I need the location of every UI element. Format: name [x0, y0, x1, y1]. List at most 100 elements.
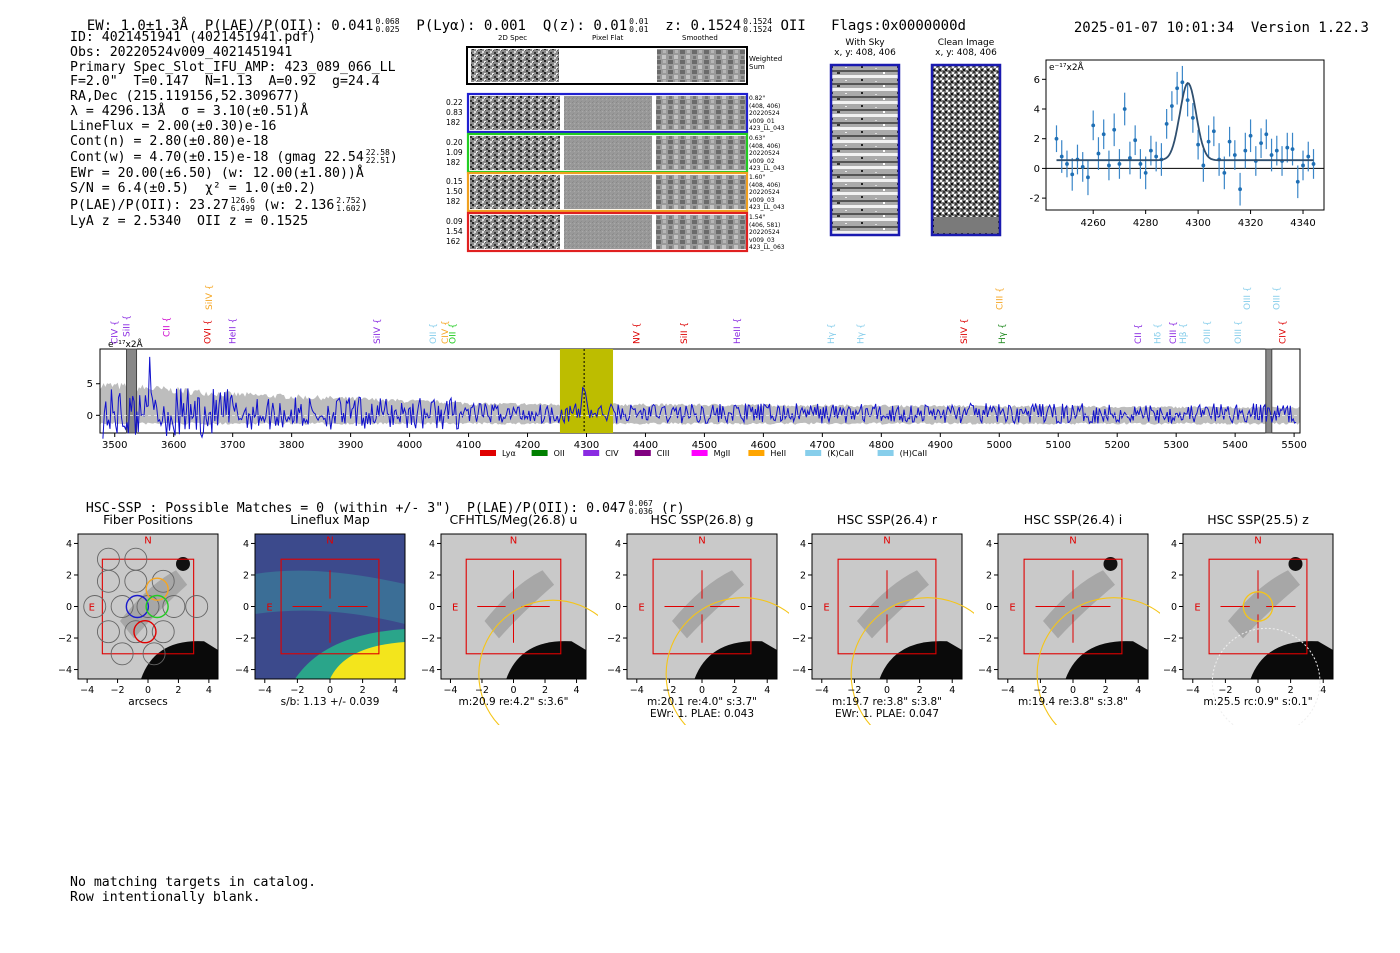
fiber-row-flat — [564, 136, 652, 170]
header-plya: P(Lyα): 0.001 — [416, 18, 526, 34]
zoom-data-point — [1122, 107, 1127, 111]
spectrum-legend-label: CIV — [605, 449, 619, 458]
cutout-xtick-label: 2 — [1288, 685, 1294, 696]
spectrum-line-marker: CIV { — [441, 320, 451, 344]
cutout-ellipse — [665, 597, 789, 725]
fiber-row-flat — [564, 175, 652, 209]
sky-images — [829, 63, 1002, 237]
zoom-data-point — [1232, 153, 1237, 157]
zoom-data-point — [1154, 154, 1159, 159]
cutout-ytick-label: 2 — [66, 570, 72, 581]
cutout-star — [1103, 556, 1118, 571]
zoom-xtick-label: 4260 — [1080, 218, 1105, 229]
spectrum-xtick-label: 4400 — [633, 440, 658, 451]
zoom-data-point — [1138, 162, 1143, 166]
zoom-data-point — [1248, 133, 1253, 138]
zoom-data-point — [1238, 187, 1242, 192]
cutout-diffuse — [1228, 570, 1300, 639]
spectrum-legend-label: MgII — [714, 449, 731, 458]
cutout-xtick-label: 4 — [1320, 685, 1326, 696]
zoom-ytick-label: 2 — [1034, 134, 1040, 145]
cutout-panel: CFHTLS/Meg(26.8) u N E −4 −2 0 2 4 −4 −2 0 2 4 m:20.9… — [413, 508, 598, 738]
cutout-galaxy — [141, 641, 218, 679]
zoom-data-point — [1206, 139, 1211, 144]
cutout-panel: Lineflux Map N E −4 −2 0 2 4 −4 −2 0 2 4 s/b: 1.13 +/… — [227, 508, 417, 738]
spectrum-legend-swatch — [748, 450, 765, 456]
cutout-ytick-label: −4 — [792, 665, 806, 676]
cutout-ytick-label: 4 — [800, 539, 806, 550]
cutout-title: HSC SSP(26.4) r — [836, 512, 938, 527]
cutout-star — [1288, 556, 1303, 571]
cutout-xtick-label: 4 — [764, 685, 770, 696]
info-sn: S/N = 6.4(±0.5) χ² = 1.0(±0.2) — [70, 181, 317, 197]
info-plae: P(LAE)/P(OII): 23.27 126.6 6.499 (w: 2.136… — [70, 195, 369, 213]
col-header-flat: Pixel Flat — [592, 34, 624, 42]
cutout-caption: m:19.4 re:3.8" s:3.8" — [970, 696, 1176, 708]
cutout-diffuse — [484, 570, 555, 639]
clean-image-title: Clean Image — [937, 38, 995, 48]
spectrum-legend-label: HeII — [770, 449, 786, 458]
lineflux-peak — [330, 642, 405, 679]
cutout-caption: m:25.5 rc:0.9" s:0.1" — [1155, 696, 1361, 708]
fiber-row-meta: 1.60" (408, 406) 20220524 v009_03 423_LL_043 — [749, 174, 785, 212]
spectrum-xtick-label: 5000 — [987, 440, 1012, 451]
cutout-east-label: E — [1009, 603, 1015, 614]
cutout-ytick-label: 2 — [1171, 570, 1177, 581]
col-header-2d: 2D Spec — [498, 34, 528, 42]
spectrum-xtick-label: 4000 — [397, 440, 422, 451]
spectrum-legend-swatch — [531, 450, 548, 456]
spectrum-legend-swatch — [583, 450, 600, 456]
cutout-caption: arcsecs — [50, 696, 246, 708]
zoom-data-point — [1101, 132, 1106, 137]
spectrum-xtick-label: 5100 — [1046, 440, 1071, 451]
spectrum-ytick-label: 0 — [87, 411, 93, 422]
cutout-image: N E −4 −2 0 2 4 −4 −2 0 2 4 — [1163, 533, 1334, 725]
cutout-ytick-label: −2 — [792, 634, 806, 645]
spectrum-line-marker: HeII { — [733, 318, 743, 344]
zoom-data-point — [1290, 147, 1295, 152]
info-lineflux: LineFlux = 2.00(±0.30)e-16 — [70, 118, 277, 134]
cutout-ellipse — [850, 597, 974, 725]
cutout-xtick-label: −2 — [847, 685, 861, 696]
cutout-xtick-label: 4 — [206, 685, 212, 696]
zoom-fit-curve — [1056, 82, 1314, 162]
fiber-circle — [124, 547, 148, 571]
spectrum-xtick-label: 4100 — [456, 440, 481, 451]
fiber-circle — [96, 620, 120, 644]
spectrum-highlight-band — [559, 349, 614, 433]
spectrum-xtick-label: 4700 — [810, 440, 835, 451]
fiber-row-frame — [466, 211, 749, 253]
with-sky-coords: x, y: 408, 406 — [834, 48, 896, 58]
cutout-ytick-label: 0 — [1171, 602, 1177, 613]
spectrum-line-marker: SiII { — [123, 315, 133, 337]
cutout-xtick-label: 2 — [542, 685, 548, 696]
spectrum-legend-label: Lyα — [502, 449, 516, 458]
cutout-ytick-label: 2 — [243, 570, 249, 581]
spectrum-xtick-label: 5400 — [1222, 440, 1247, 451]
cutout-caption: m:19.7 re:3.8" s:3.8" EWr: 1. PLAE: 0.047 — [784, 696, 990, 720]
cutout-aperture-box — [1208, 558, 1308, 655]
cutout-xtick-label: −4 — [1186, 685, 1200, 696]
cutout-ellipse — [1036, 597, 1160, 725]
cutout-galaxy — [506, 641, 586, 679]
cutout-xtick-label: −2 — [290, 685, 304, 696]
cutout-north-label: N — [326, 535, 333, 546]
spectrum-legend-swatch — [480, 450, 496, 456]
zoom-data-point — [1091, 123, 1096, 128]
zoom-data-point — [1269, 153, 1274, 157]
cutout-aperture-box — [837, 558, 937, 655]
fiber-circle — [110, 642, 134, 666]
info-contw: Cont(w) = 4.70(±0.15)e-18 (gmag 22.54 22.… — [70, 148, 398, 166]
spectrum-legend-swatch — [691, 450, 708, 456]
zoom-unit-label: e⁻¹⁷x2Å — [1049, 61, 1085, 73]
cutout-star — [176, 556, 190, 571]
zoom-data-point — [1295, 179, 1300, 184]
cutout-panel: HSC SSP(26.4) i N E −4 −2 0 2 4 −4 −2 0 2 4 m:19.4 re… — [970, 508, 1160, 738]
cutout-xtick-label: 4 — [574, 685, 580, 696]
cutout-ytick-label: 4 — [66, 539, 72, 550]
cutout-diffuse — [120, 570, 188, 639]
spectrum-line-marker: HeII { — [229, 318, 239, 344]
header-flags: Flags:0x0000000d — [831, 18, 966, 34]
cutout-image: N E −4 −2 0 2 4 −4 −2 0 2 4 — [58, 533, 219, 696]
zoom-data-point — [1211, 129, 1216, 134]
